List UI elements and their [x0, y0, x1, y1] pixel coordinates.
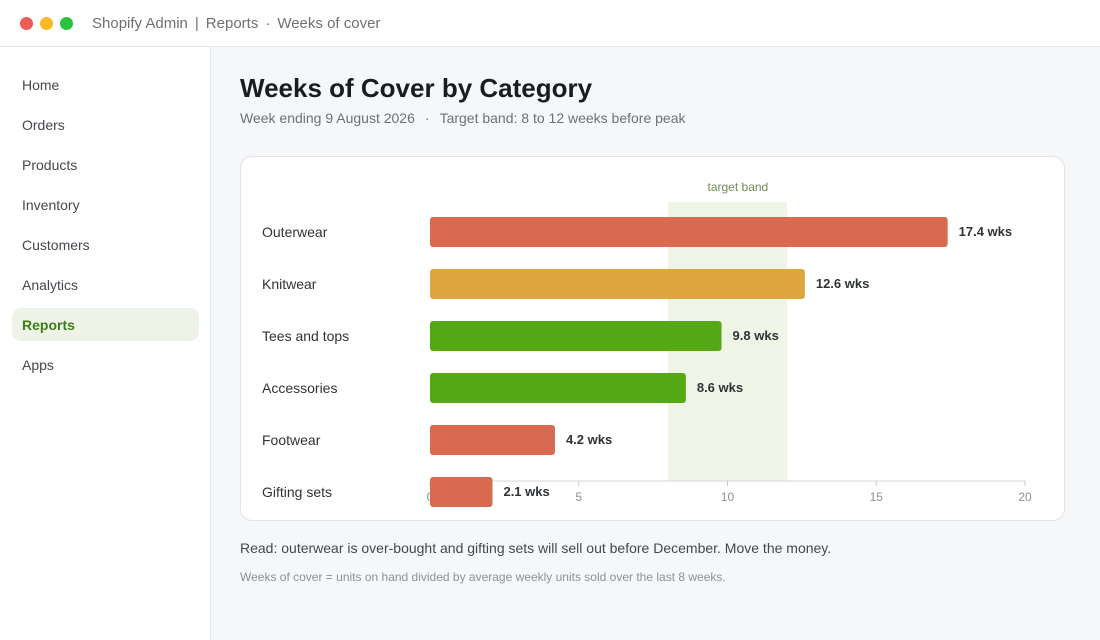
bar-value-label: 17.4 wks: [959, 224, 1013, 239]
bar-value-label: 8.6 wks: [697, 380, 743, 395]
minimize-window-button[interactable]: [40, 17, 53, 30]
breadcrumb-dot: ·: [265, 15, 271, 32]
window-titlebar: Shopify Admin | Reports · Weeks of cover: [0, 0, 1100, 47]
x-tick-label: 10: [721, 490, 735, 504]
bar: [430, 425, 555, 455]
page-subtitle: Week ending 9 August 2026 · Target band: 8…: [240, 110, 686, 126]
category-label: Tees and tops: [262, 328, 349, 344]
sidebar-item-inventory[interactable]: Inventory: [22, 197, 80, 213]
bar: [430, 373, 686, 403]
bar-value-label: 2.1 wks: [503, 484, 549, 499]
page-title: Weeks of Cover by Category: [240, 73, 593, 103]
x-tick-label: 5: [575, 490, 582, 504]
weeks-of-cover-chart: target band05101520Outerwear17.4 wksKnit…: [262, 180, 1032, 507]
bar: [430, 477, 493, 507]
sidebar-item-orders[interactable]: Orders: [22, 117, 65, 133]
sidebar-item-home[interactable]: Home: [22, 77, 60, 93]
close-window-button[interactable]: [20, 17, 33, 30]
read-note: Read: outerwear is over-bought and gifti…: [240, 540, 832, 556]
x-tick-label: 20: [1018, 490, 1032, 504]
breadcrumb-page: Weeks of cover: [277, 15, 381, 32]
target-band-note: Target band: 8 to 12 weeks before peak: [439, 110, 686, 126]
bar: [430, 269, 805, 299]
target-band-label: target band: [708, 180, 769, 194]
report-week-ending: Week ending 9 August 2026: [240, 110, 415, 126]
breadcrumb: Shopify Admin | Reports · Weeks of cover: [92, 15, 380, 32]
category-label: Accessories: [262, 380, 337, 396]
x-tick-label: 15: [870, 490, 884, 504]
sidebar-item-customers[interactable]: Customers: [22, 237, 90, 253]
category-label: Footwear: [262, 432, 321, 448]
chart-card: target band05101520Outerwear17.4 wksKnit…: [240, 156, 1065, 521]
bar-value-label: 12.6 wks: [816, 276, 870, 291]
sidebar-nav: Home Orders Products Inventory Customers…: [0, 47, 211, 640]
sidebar-item-analytics[interactable]: Analytics: [22, 277, 79, 293]
bar: [430, 217, 948, 247]
sidebar-item-products[interactable]: Products: [22, 157, 78, 173]
subtitle-dot: ·: [424, 110, 430, 126]
category-label: Knitwear: [262, 276, 317, 292]
breadcrumb-separator: |: [194, 15, 199, 32]
bar: [430, 321, 722, 351]
sidebar-item-reports[interactable]: Reports: [12, 308, 199, 341]
breadcrumb-app[interactable]: Shopify Admin: [92, 15, 188, 32]
category-label: Gifting sets: [262, 484, 332, 500]
bar-value-label: 4.2 wks: [566, 432, 612, 447]
category-label: Outerwear: [262, 224, 328, 240]
bar-value-label: 9.8 wks: [733, 328, 779, 343]
maximize-window-button[interactable]: [60, 17, 73, 30]
sidebar-item-apps[interactable]: Apps: [22, 357, 54, 373]
definition-footnote: Weeks of cover = units on hand divided b…: [240, 570, 726, 584]
breadcrumb-section[interactable]: Reports: [205, 15, 259, 32]
